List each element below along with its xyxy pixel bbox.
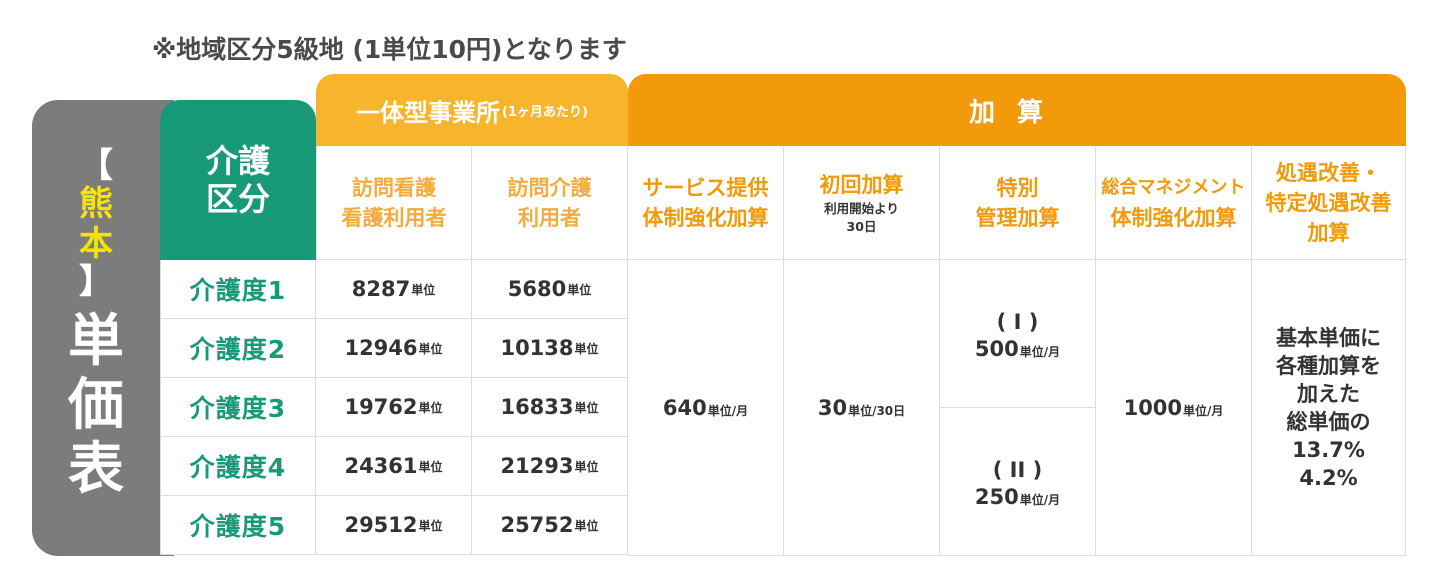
houmon-kaigo-value-2: 10138 単位 [472, 319, 628, 378]
houmon-kaigo-value-1: 5680 単位 [472, 260, 628, 319]
col-header-line2: 看護利用者 [341, 205, 447, 230]
tokubetsu-kasan-2: ( II ) 250単位/月 [940, 408, 1096, 556]
row-label-kaigodo-2: 介護度2 [160, 319, 316, 378]
sogo-unit: 単位/月 [1183, 403, 1224, 418]
col-header-shogu-kaizen: 処遇改善・ 特定処遇改善 加算 [1252, 146, 1406, 260]
col-header-line1: サービス提供 [642, 175, 769, 200]
tokubetsu-kasan-1: ( I ) 500単位/月 [940, 260, 1096, 408]
kasan-header: 加算 [628, 74, 1406, 146]
region-note: ※地域区分5級地 (1単位10円)となります [152, 35, 627, 64]
shokai-unit: 単位/30日 [848, 403, 906, 418]
col-header-line1: 特別 [996, 175, 1039, 200]
unit-label: 単位 [418, 341, 443, 356]
col-header-sub1: 利用開始より [824, 200, 899, 216]
tokubetsu-num-1: 500 [974, 336, 1019, 361]
col-header-houmon-kango: 訪問看護 看護利用者 [316, 146, 472, 260]
shogu-kaizen-value: 基本単価に 各種加算を 加えた 総単価の 13.7% 4.2% [1252, 260, 1406, 556]
col-header-line1: 総合マネジメント [1101, 176, 1246, 198]
service-unit: 単位/月 [707, 403, 749, 418]
unit-label: 単位 [574, 459, 599, 474]
col-header-line2: 管理加算 [975, 205, 1060, 230]
unit-count: 16833 [500, 395, 574, 419]
unit-count: 5680 [507, 277, 567, 301]
side-city-1: 熊 [79, 184, 113, 224]
col-header-line2: 体制強化加算 [1110, 205, 1237, 230]
houmon-kaigo-value-4: 21293 単位 [472, 437, 628, 496]
unit-count: 19762 [344, 395, 418, 419]
shokai-num: 30 [817, 395, 848, 420]
col-header-line2: 特定処遇改善 [1265, 190, 1392, 215]
ittai-header-main: 一体型事業所 [356, 98, 501, 127]
ittai-header-sub: (1ヶ月あたり) [502, 104, 588, 120]
side-title: 【 熊 本 】 単 価 表 [32, 100, 160, 556]
side-bracket-open: 【 [79, 146, 113, 186]
unit-label: 単位 [418, 459, 443, 474]
shogu-note: 基本単価に 各種加算を 加えた 総単価の 13.7% 4.2% [1276, 325, 1381, 490]
col-header-line3: 加算 [1307, 220, 1350, 245]
side-title-char-1: 単 [68, 309, 124, 374]
kaigo-kubun-header: 介護 区分 [160, 100, 316, 260]
houmon-kango-value-2: 12946 単位 [316, 319, 472, 378]
col-header-line2: 体制強化加算 [642, 205, 769, 230]
houmon-kango-value-4: 24361 単位 [316, 437, 472, 496]
unit-label: 単位 [567, 282, 592, 297]
service-teikyo-value: 640単位/月 [628, 260, 784, 556]
sogo-num: 1000 [1123, 395, 1183, 420]
col-header-service-teikyo: サービス提供 体制強化加算 [628, 146, 784, 260]
side-title-char-2: 価 [68, 373, 124, 438]
unit-count: 21293 [500, 454, 574, 478]
houmon-kaigo-value-3: 16833 単位 [472, 378, 628, 437]
col-header-houmon-kaigo: 訪問介護 利用者 [472, 146, 628, 260]
row-label-kaigodo-3: 介護度3 [160, 378, 316, 437]
houmon-kango-value-3: 19762 単位 [316, 378, 472, 437]
unit-label: 単位 [574, 400, 599, 415]
shokai-kasan-value: 30単位/30日 [784, 260, 940, 556]
row-label-kaigodo-4: 介護度4 [160, 437, 316, 496]
unit-label: 単位 [574, 341, 599, 356]
side-title-char-3: 表 [68, 437, 124, 502]
unit-count: 8287 [351, 277, 411, 301]
col-header-line1: 初回加算 [819, 172, 904, 197]
tokubetsu-unit-2: 単位/月 [1019, 492, 1061, 507]
unit-count: 29512 [344, 513, 418, 537]
unit-label: 単位 [411, 282, 436, 297]
unit-count: 25752 [500, 513, 574, 537]
col-header-sub2: 30日 [846, 218, 877, 234]
col-header-line1: 処遇改善・ [1276, 160, 1381, 185]
unit-label: 単位 [418, 400, 443, 415]
sogo-management-value: 1000単位/月 [1096, 260, 1252, 556]
col-header-tokubetsu-kanri: 特別 管理加算 [940, 146, 1096, 260]
unit-count: 24361 [344, 454, 418, 478]
side-panel [32, 100, 174, 556]
tokubetsu-num-2: 250 [974, 484, 1019, 509]
row-label-kaigodo-5: 介護度5 [160, 496, 316, 555]
col-header-line1: 訪問介護 [507, 175, 592, 200]
houmon-kango-value-5: 29512 単位 [316, 496, 472, 555]
col-header-shokai-kasan: 初回加算 利用開始より 30日 [784, 146, 940, 260]
col-header-line2: 利用者 [518, 205, 581, 230]
col-header-line1: 訪問看護 [352, 175, 436, 200]
tokubetsu-unit-1: 単位/月 [1019, 344, 1061, 359]
unit-count: 12946 [344, 336, 418, 360]
service-num: 640 [662, 395, 707, 420]
side-bracket-close: 】 [79, 262, 113, 302]
unit-label: 単位 [574, 518, 599, 533]
tokubetsu-roman-1: ( I ) [996, 309, 1039, 334]
houmon-kango-value-1: 8287 単位 [316, 260, 472, 319]
unit-label: 単位 [418, 518, 443, 533]
houmon-kaigo-value-5: 25752 単位 [472, 496, 628, 555]
ittai-header: 一体型事業所 (1ヶ月あたり) [316, 74, 628, 146]
row-label-kaigodo-1: 介護度1 [160, 260, 316, 319]
side-city-2: 本 [79, 224, 113, 264]
unit-count: 10138 [500, 336, 574, 360]
tokubetsu-roman-2: ( II ) [992, 457, 1043, 482]
col-header-sogo-management: 総合マネジメント 体制強化加算 [1096, 146, 1252, 260]
